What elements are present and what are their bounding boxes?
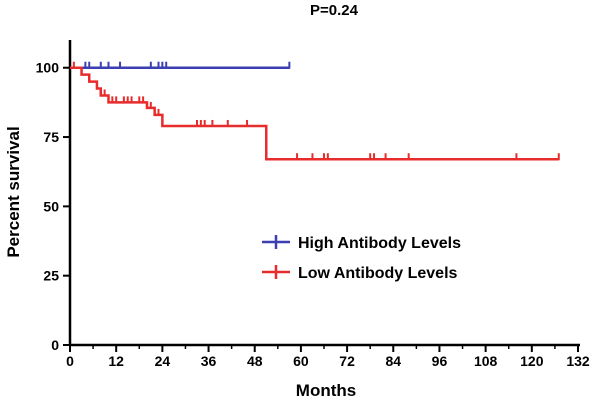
series-low-antibody (70, 61, 560, 161)
series-high-antibody (70, 61, 291, 69)
y-axis-label: Percent survival (4, 126, 23, 257)
x-tick-label: 12 (108, 353, 124, 369)
x-tick-label: 60 (293, 353, 309, 369)
y-tick-label: 75 (43, 129, 59, 145)
x-tick-label: 48 (247, 353, 263, 369)
legend-label-high: High Antibody Levels (298, 235, 461, 252)
legend: High Antibody Levels Low Antibody Levels (262, 235, 461, 282)
x-tick-label: 36 (201, 353, 217, 369)
x-tick-label: 72 (339, 353, 355, 369)
y-tick-label: 100 (36, 60, 60, 76)
y-tick-label: 25 (43, 268, 59, 284)
x-tick-label: 84 (385, 353, 401, 369)
legend-item-low: Low Antibody Levels (262, 265, 458, 282)
x-tick-label: 108 (474, 353, 498, 369)
x-tick-label: 120 (520, 353, 544, 369)
chart-title: P=0.24 (310, 2, 359, 19)
x-tick-label: 0 (66, 353, 74, 369)
y-tick-label: 50 (43, 198, 59, 214)
y-tick-label: 0 (51, 337, 59, 353)
x-tick-label: 96 (432, 353, 448, 369)
x-tick-label: 132 (566, 353, 590, 369)
series-group (70, 61, 560, 161)
legend-label-low: Low Antibody Levels (298, 265, 458, 282)
legend-item-high: High Antibody Levels (262, 235, 461, 252)
x-tick-label: 24 (155, 353, 171, 369)
axes (68, 40, 580, 347)
x-ticks: 0 12 24 36 48 60 72 84 96 108 120 132 (66, 345, 590, 369)
y-ticks: 0 25 50 75 100 (36, 60, 70, 353)
x-axis-label: Months (296, 381, 356, 400)
survival-curve (70, 66, 559, 161)
